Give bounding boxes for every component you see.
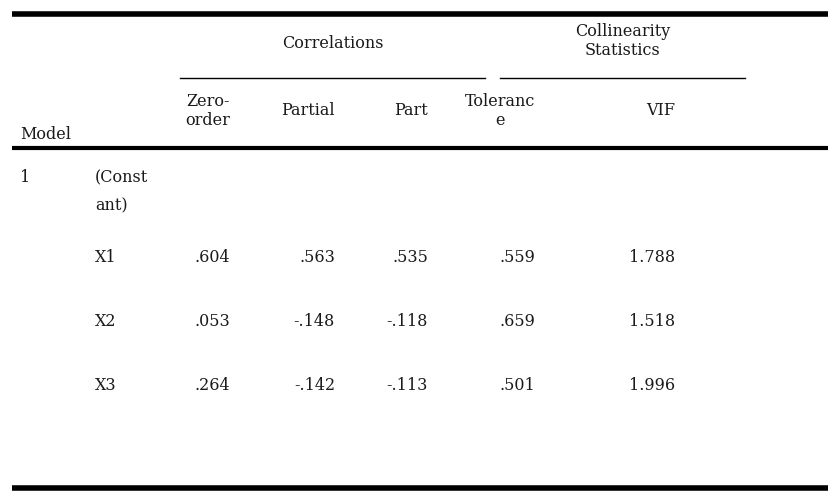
Text: Partial: Partial [281, 103, 335, 120]
Text: Correlations: Correlations [281, 36, 383, 53]
Text: -.148: -.148 [294, 312, 335, 329]
Text: 1.996: 1.996 [629, 377, 675, 394]
Text: .264: .264 [194, 377, 230, 394]
Text: Toleranc
e: Toleranc e [465, 93, 535, 129]
Text: Part: Part [394, 103, 428, 120]
Text: .535: .535 [392, 249, 428, 266]
Text: 1: 1 [20, 170, 30, 186]
Text: X1: X1 [95, 249, 117, 266]
Text: (Const: (Const [95, 170, 148, 186]
Text: 1.788: 1.788 [629, 249, 675, 266]
Text: .659: .659 [499, 312, 535, 329]
Text: .563: .563 [299, 249, 335, 266]
Text: 1.518: 1.518 [629, 312, 675, 329]
Text: Model: Model [20, 126, 71, 143]
Text: -.118: -.118 [386, 312, 428, 329]
Text: ant): ant) [95, 197, 128, 214]
Text: .604: .604 [194, 249, 230, 266]
Text: -.142: -.142 [294, 377, 335, 394]
Text: Collinearity
Statistics: Collinearity Statistics [575, 23, 670, 60]
Text: X3: X3 [95, 377, 117, 394]
Text: .053: .053 [194, 312, 230, 329]
Text: .501: .501 [499, 377, 535, 394]
Text: VIF: VIF [646, 103, 675, 120]
Text: -.113: -.113 [386, 377, 428, 394]
Text: Zero-
order: Zero- order [185, 93, 230, 129]
Text: .559: .559 [499, 249, 535, 266]
Text: X2: X2 [95, 312, 117, 329]
